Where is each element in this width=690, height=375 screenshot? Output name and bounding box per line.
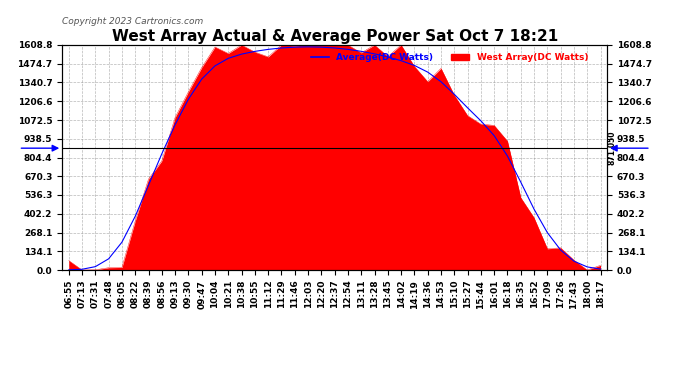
Text: 871.050: 871.050 (607, 131, 616, 165)
Text: Copyright 2023 Cartronics.com: Copyright 2023 Cartronics.com (62, 17, 204, 26)
Legend: Average(DC Watts), West Array(DC Watts): Average(DC Watts), West Array(DC Watts) (308, 50, 592, 66)
Title: West Array Actual & Average Power Sat Oct 7 18:21: West Array Actual & Average Power Sat Oc… (112, 29, 558, 44)
